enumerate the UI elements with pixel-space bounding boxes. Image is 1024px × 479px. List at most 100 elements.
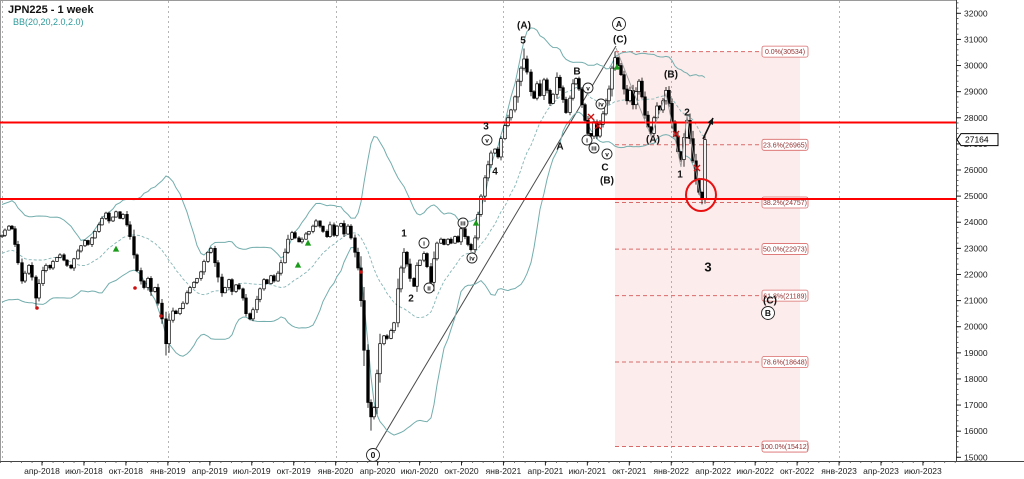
candle-body bbox=[69, 264, 73, 269]
candle-body bbox=[318, 220, 322, 227]
candle-body bbox=[34, 276, 38, 299]
candle-body bbox=[525, 58, 529, 73]
candle-body bbox=[607, 88, 611, 102]
wave-label: v bbox=[586, 85, 590, 92]
fib-level-label-box bbox=[761, 138, 809, 151]
time-axis-label: апр-2023 bbox=[863, 466, 899, 476]
candle-body bbox=[156, 287, 160, 304]
wave-label-circle bbox=[466, 252, 478, 264]
time-axis-label: окт-2019 bbox=[277, 466, 311, 476]
candle-body bbox=[269, 275, 273, 284]
time-axis[interactable]: апр-2018 июл-2018 окт-2018 янв-2019 апр-2019… bbox=[0, 461, 1024, 476]
price-axis-label: 29000 bbox=[964, 87, 988, 97]
candle-body bbox=[188, 287, 192, 294]
candle-body bbox=[86, 240, 90, 245]
candle-body bbox=[62, 254, 66, 261]
fib-level-label-box bbox=[761, 243, 809, 255]
buy-marker-arrow bbox=[304, 239, 312, 246]
time-axis-label: янв-2022 bbox=[653, 466, 689, 476]
candle-body bbox=[128, 224, 132, 237]
wave-labels-layer: (A)5A(C)BviviiiivC(B)A3v41iii2iiiiv0(B)2… bbox=[366, 17, 777, 462]
candle-body bbox=[51, 261, 55, 269]
wave-label: 4 bbox=[492, 167, 498, 178]
price-axis-label: 23000 bbox=[964, 243, 988, 253]
candle-body bbox=[174, 310, 178, 315]
wave-label: (A) bbox=[646, 135, 660, 146]
candle-body bbox=[555, 76, 559, 95]
candle-body bbox=[446, 238, 450, 245]
candle-body bbox=[652, 117, 656, 134]
price-axis[interactable]: 3200031000300002900028000270002600025000… bbox=[956, 0, 999, 462]
wave-label: 3 bbox=[704, 260, 711, 275]
candle-body bbox=[314, 220, 318, 227]
wave-label: i bbox=[586, 137, 588, 144]
candle-body bbox=[353, 237, 357, 253]
candle-body bbox=[568, 97, 572, 113]
wave-label: iv bbox=[469, 255, 475, 262]
candle-body bbox=[405, 251, 409, 265]
candle-body bbox=[121, 214, 125, 219]
candle-body bbox=[598, 123, 602, 137]
candle-body bbox=[293, 232, 297, 239]
candle-body bbox=[255, 298, 259, 311]
fib-level-label-box bbox=[761, 440, 809, 453]
candle-body bbox=[610, 67, 614, 90]
wave-label: iv bbox=[598, 101, 604, 108]
candle-body bbox=[439, 238, 443, 244]
fib-level-label-box bbox=[761, 45, 809, 58]
wave-label: 1 bbox=[401, 229, 407, 240]
time-axis-label: окт-2018 bbox=[109, 466, 143, 476]
time-axis-label: окт-2021 bbox=[612, 466, 646, 476]
candle-body bbox=[637, 80, 641, 93]
candle-body bbox=[178, 308, 182, 315]
current-price-tag bbox=[956, 133, 999, 147]
wave-label-circle bbox=[457, 217, 469, 229]
candle-body bbox=[248, 313, 252, 320]
candle-body bbox=[142, 280, 146, 288]
candle-body bbox=[272, 275, 276, 282]
candle-body bbox=[349, 225, 353, 239]
time-axis-label: окт-2022 bbox=[780, 466, 814, 476]
fib-level-label: 38.2%(24757) bbox=[763, 200, 807, 207]
candle-body bbox=[493, 148, 497, 154]
candle-body bbox=[132, 236, 136, 256]
fibonacci-zone[interactable]: 0.0%(30534) 23.6%(26965) 38.2%(24757) 50.0%… bbox=[615, 45, 809, 453]
candle-body bbox=[286, 238, 290, 253]
candle-body bbox=[496, 148, 500, 158]
candle-body bbox=[111, 216, 115, 222]
candle-body bbox=[571, 83, 575, 99]
candle-body bbox=[213, 248, 217, 264]
time-axis-label: июл-2018 bbox=[65, 466, 103, 476]
wave-label: (C) bbox=[763, 296, 777, 307]
price-axis-label: 24000 bbox=[964, 217, 988, 227]
candle-body bbox=[262, 279, 266, 290]
candle-body bbox=[171, 310, 175, 321]
candle-body bbox=[456, 236, 460, 243]
candle-body bbox=[258, 288, 262, 300]
price-axis-label: 19000 bbox=[964, 348, 988, 358]
candle-body bbox=[625, 88, 629, 102]
sell-marker-dot bbox=[359, 270, 363, 274]
candle-body bbox=[10, 225, 14, 230]
highlight-circle[interactable] bbox=[685, 178, 717, 212]
candle-body bbox=[703, 139, 707, 200]
wave-label-circle bbox=[423, 282, 435, 294]
wave-label-circle bbox=[761, 306, 775, 320]
candle-body bbox=[185, 292, 189, 304]
candle-body bbox=[3, 229, 7, 236]
candle-body bbox=[227, 279, 231, 288]
wave-zigzag-connector bbox=[615, 47, 701, 197]
wave-label: ii bbox=[427, 285, 431, 292]
candle-body bbox=[545, 79, 549, 91]
candle-body bbox=[76, 250, 80, 260]
time-axis-label: апр-2021 bbox=[527, 466, 563, 476]
trade-markers bbox=[35, 63, 701, 318]
candle-body bbox=[290, 232, 294, 240]
candle-body bbox=[408, 263, 412, 279]
price-axis-label: 28000 bbox=[964, 113, 988, 123]
candle-body bbox=[513, 96, 517, 111]
candle-body bbox=[297, 237, 301, 243]
candle-body bbox=[643, 96, 647, 116]
